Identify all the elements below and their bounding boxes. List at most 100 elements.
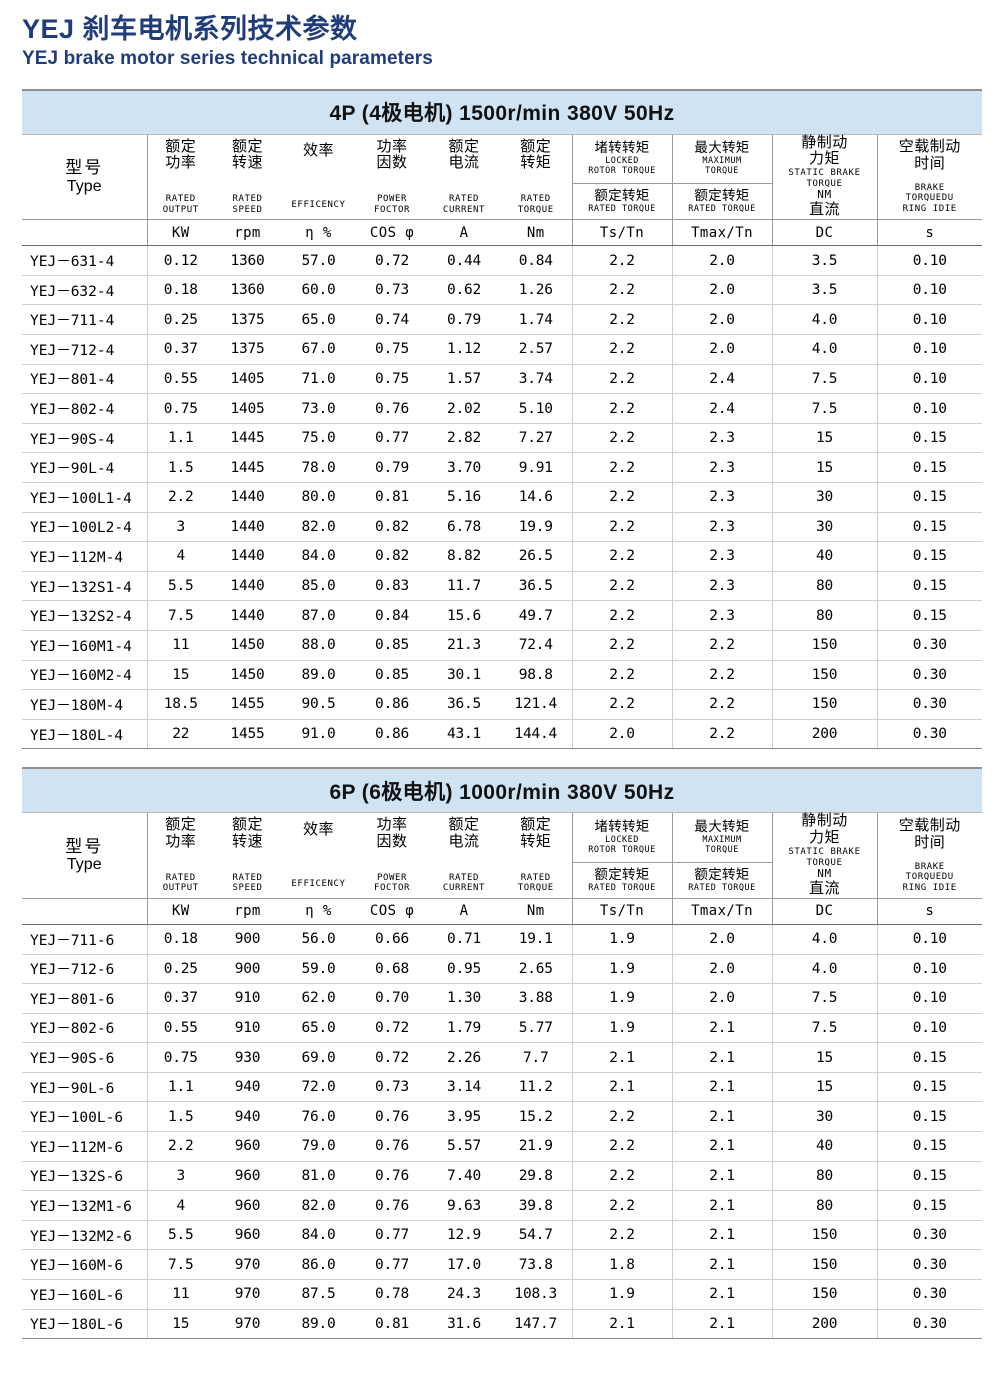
cell-rated-output: 2.2 [146, 482, 214, 513]
cell-rated-current: 30.1 [428, 660, 500, 691]
label-en-line1: BRAKE [914, 182, 945, 193]
cell-type: YEJ－132S2-4 [22, 600, 147, 631]
label-zh-line3: 直流 [808, 880, 840, 898]
cell-rated-torque: 7.7 [500, 1042, 572, 1073]
cell-rated-current: 1.30 [428, 983, 500, 1014]
cell-brake-time: 0.15 [876, 512, 982, 543]
table-row: YEJ－160M-6 7.5 970 86.0 0.77 17.0 73.8 1.8 2.1 15… [22, 1249, 982, 1281]
cell-max-torque-ratio: 2.4 [671, 364, 772, 395]
cell-brake-time: 0.10 [876, 364, 982, 395]
cell-rated-torque: 19.9 [500, 512, 572, 543]
cell-static-brake-torque: 4.0 [771, 954, 877, 985]
cell-static-brake-torque: 15 [771, 452, 877, 483]
cell-brake-time: 0.15 [876, 1190, 982, 1221]
section-band-6p: 6P (6极电机) 1000r/min 380V 50Hz [22, 767, 982, 814]
cell-locked-rotor-ratio: 2.1 [571, 1072, 672, 1103]
cell-efficiency: 86.0 [281, 1249, 356, 1281]
cell-power-factor: 0.85 [356, 630, 428, 661]
cell-rated-output: 4 [146, 541, 214, 572]
cell-brake-time: 0.10 [876, 245, 982, 276]
cell-rated-speed: 940 [214, 1101, 281, 1133]
cell-rated-speed: 1360 [214, 275, 281, 306]
cell-rated-output: 5.5 [146, 571, 214, 602]
cell-locked-rotor-ratio: 1.9 [571, 924, 672, 955]
col-header-maximum-denominator: 额定转矩 RATED TORQUE [671, 862, 772, 899]
table-row: YEJ－100L2-4 3 1440 82.0 0.82 6.78 19.9 2.2 2.3 30… [22, 512, 982, 543]
col-header-maximum-denominator: 额定转矩 RATED TORQUE [671, 183, 772, 220]
cell-brake-time: 0.15 [876, 452, 982, 483]
cell-static-brake-torque: 80 [771, 571, 877, 602]
unit-current: A [428, 219, 500, 247]
cell-max-torque-ratio: 2.3 [671, 600, 772, 631]
cell-rated-speed: 1445 [214, 452, 281, 483]
cell-max-torque-ratio: 2.1 [671, 1220, 772, 1251]
col-header-locked-denominator: 额定转矩 RATED TORQUE [571, 183, 672, 220]
cell-power-factor: 0.76 [356, 1101, 428, 1133]
cell-efficiency: 79.0 [281, 1131, 356, 1162]
section-band-4p: 4P (4极电机) 1500r/min 380V 50Hz [22, 88, 982, 135]
col-header-rated-current: 额定 电流 RATED CURRENT [428, 134, 500, 221]
cell-locked-rotor-ratio: 2.2 [571, 512, 672, 543]
table-row: YEJ－801-6 0.37 910 62.0 0.70 1.30 3.88 1.9 2.0 7.… [22, 983, 982, 1014]
unit-torque: Nm [500, 219, 572, 247]
cell-static-brake-torque: 7.5 [771, 364, 877, 395]
table-row: YEJ－711-6 0.18 900 56.0 0.66 0.71 19.1 1.9 2.0 4.… [22, 924, 982, 955]
cell-rated-speed: 1440 [214, 571, 281, 602]
label-en-line2: SPEED [232, 883, 263, 894]
cell-static-brake-torque: 80 [771, 1190, 877, 1221]
spec-section-6p: 6P (6极电机) 1000r/min 380V 50Hz 型号 Type 额定 [22, 767, 982, 1340]
cell-efficiency: 89.0 [281, 660, 356, 691]
cell-rated-speed: 960 [214, 1131, 281, 1162]
cell-rated-output: 1.1 [146, 423, 214, 454]
cell-type: YEJ－711-4 [22, 304, 147, 336]
cell-static-brake-torque: 30 [771, 1101, 877, 1133]
cell-power-factor: 0.84 [356, 600, 428, 631]
unit-power-factor: COS φ [356, 897, 428, 925]
cell-max-torque-ratio: 2.0 [671, 334, 772, 365]
section-band-label: 4P (4极电机) 1500r/min 380V 50Hz [329, 102, 675, 126]
cell-rated-output: 0.18 [146, 275, 214, 306]
cell-efficiency: 67.0 [281, 334, 356, 365]
cell-efficiency: 69.0 [281, 1042, 356, 1073]
cell-rated-speed: 1450 [214, 660, 281, 691]
cell-static-brake-torque: 3.5 [771, 275, 877, 306]
label-en-line1: POWER [376, 872, 408, 883]
col-header-maximum-torque: 最大转矩 MAXIMUM TORQUE [671, 813, 772, 864]
label-en-line2: TORQUE [705, 845, 739, 856]
cell-rated-current: 0.44 [428, 245, 500, 276]
cell-type: YEJ－632-4 [22, 275, 147, 306]
cell-rated-current: 11.7 [428, 571, 500, 602]
cell-rated-current: 2.26 [428, 1042, 500, 1073]
cell-rated-speed: 970 [214, 1279, 281, 1310]
cell-rated-output: 18.5 [146, 689, 214, 720]
cell-static-brake-torque: 150 [771, 660, 877, 691]
cell-locked-rotor-ratio: 2.0 [571, 719, 672, 750]
cell-rated-output: 0.75 [146, 393, 214, 424]
cell-max-torque-ratio: 2.1 [671, 1101, 772, 1133]
cell-rated-torque: 5.77 [500, 1013, 572, 1044]
cell-static-brake-torque: 4.0 [771, 334, 877, 365]
cell-rated-speed: 960 [214, 1190, 281, 1221]
cell-power-factor: 0.73 [356, 275, 428, 306]
col-header-brake-time: 空载制动 时间 BRAKE TORQUEDU RING IDIE [876, 134, 982, 221]
label-zh-line2: 功率 [165, 833, 197, 850]
label-zh-line1: 功率 [376, 137, 408, 155]
label-zh: 堵转转矩 [594, 819, 650, 835]
table-row: YEJ－180M-4 18.5 1455 90.5 0.86 36.5 121.4 2.2 2.… [22, 689, 982, 720]
cell-max-torque-ratio: 2.1 [671, 1013, 772, 1044]
cell-rated-output: 1.5 [146, 1101, 214, 1133]
cell-max-torque-ratio: 2.4 [671, 393, 772, 424]
label-zh-line1: 额定 [448, 816, 480, 834]
label-zh-line2: 转速 [231, 833, 263, 850]
label-zh: 额定转矩 [594, 866, 650, 882]
cell-locked-rotor-ratio: 2.2 [571, 600, 672, 631]
cell-rated-current: 21.3 [428, 630, 500, 661]
cell-rated-torque: 15.2 [500, 1101, 572, 1133]
label-en-line1: MAXIMUM [702, 156, 742, 167]
cell-rated-current: 5.16 [428, 482, 500, 513]
cell-brake-time: 0.10 [876, 304, 982, 336]
cell-efficiency: 88.0 [281, 630, 356, 661]
table-row: YEJ－632-4 0.18 1360 60.0 0.73 0.62 1.26 2.2 2.0 3… [22, 275, 982, 306]
cell-brake-time: 0.10 [876, 983, 982, 1014]
cell-rated-speed: 1440 [214, 482, 281, 513]
